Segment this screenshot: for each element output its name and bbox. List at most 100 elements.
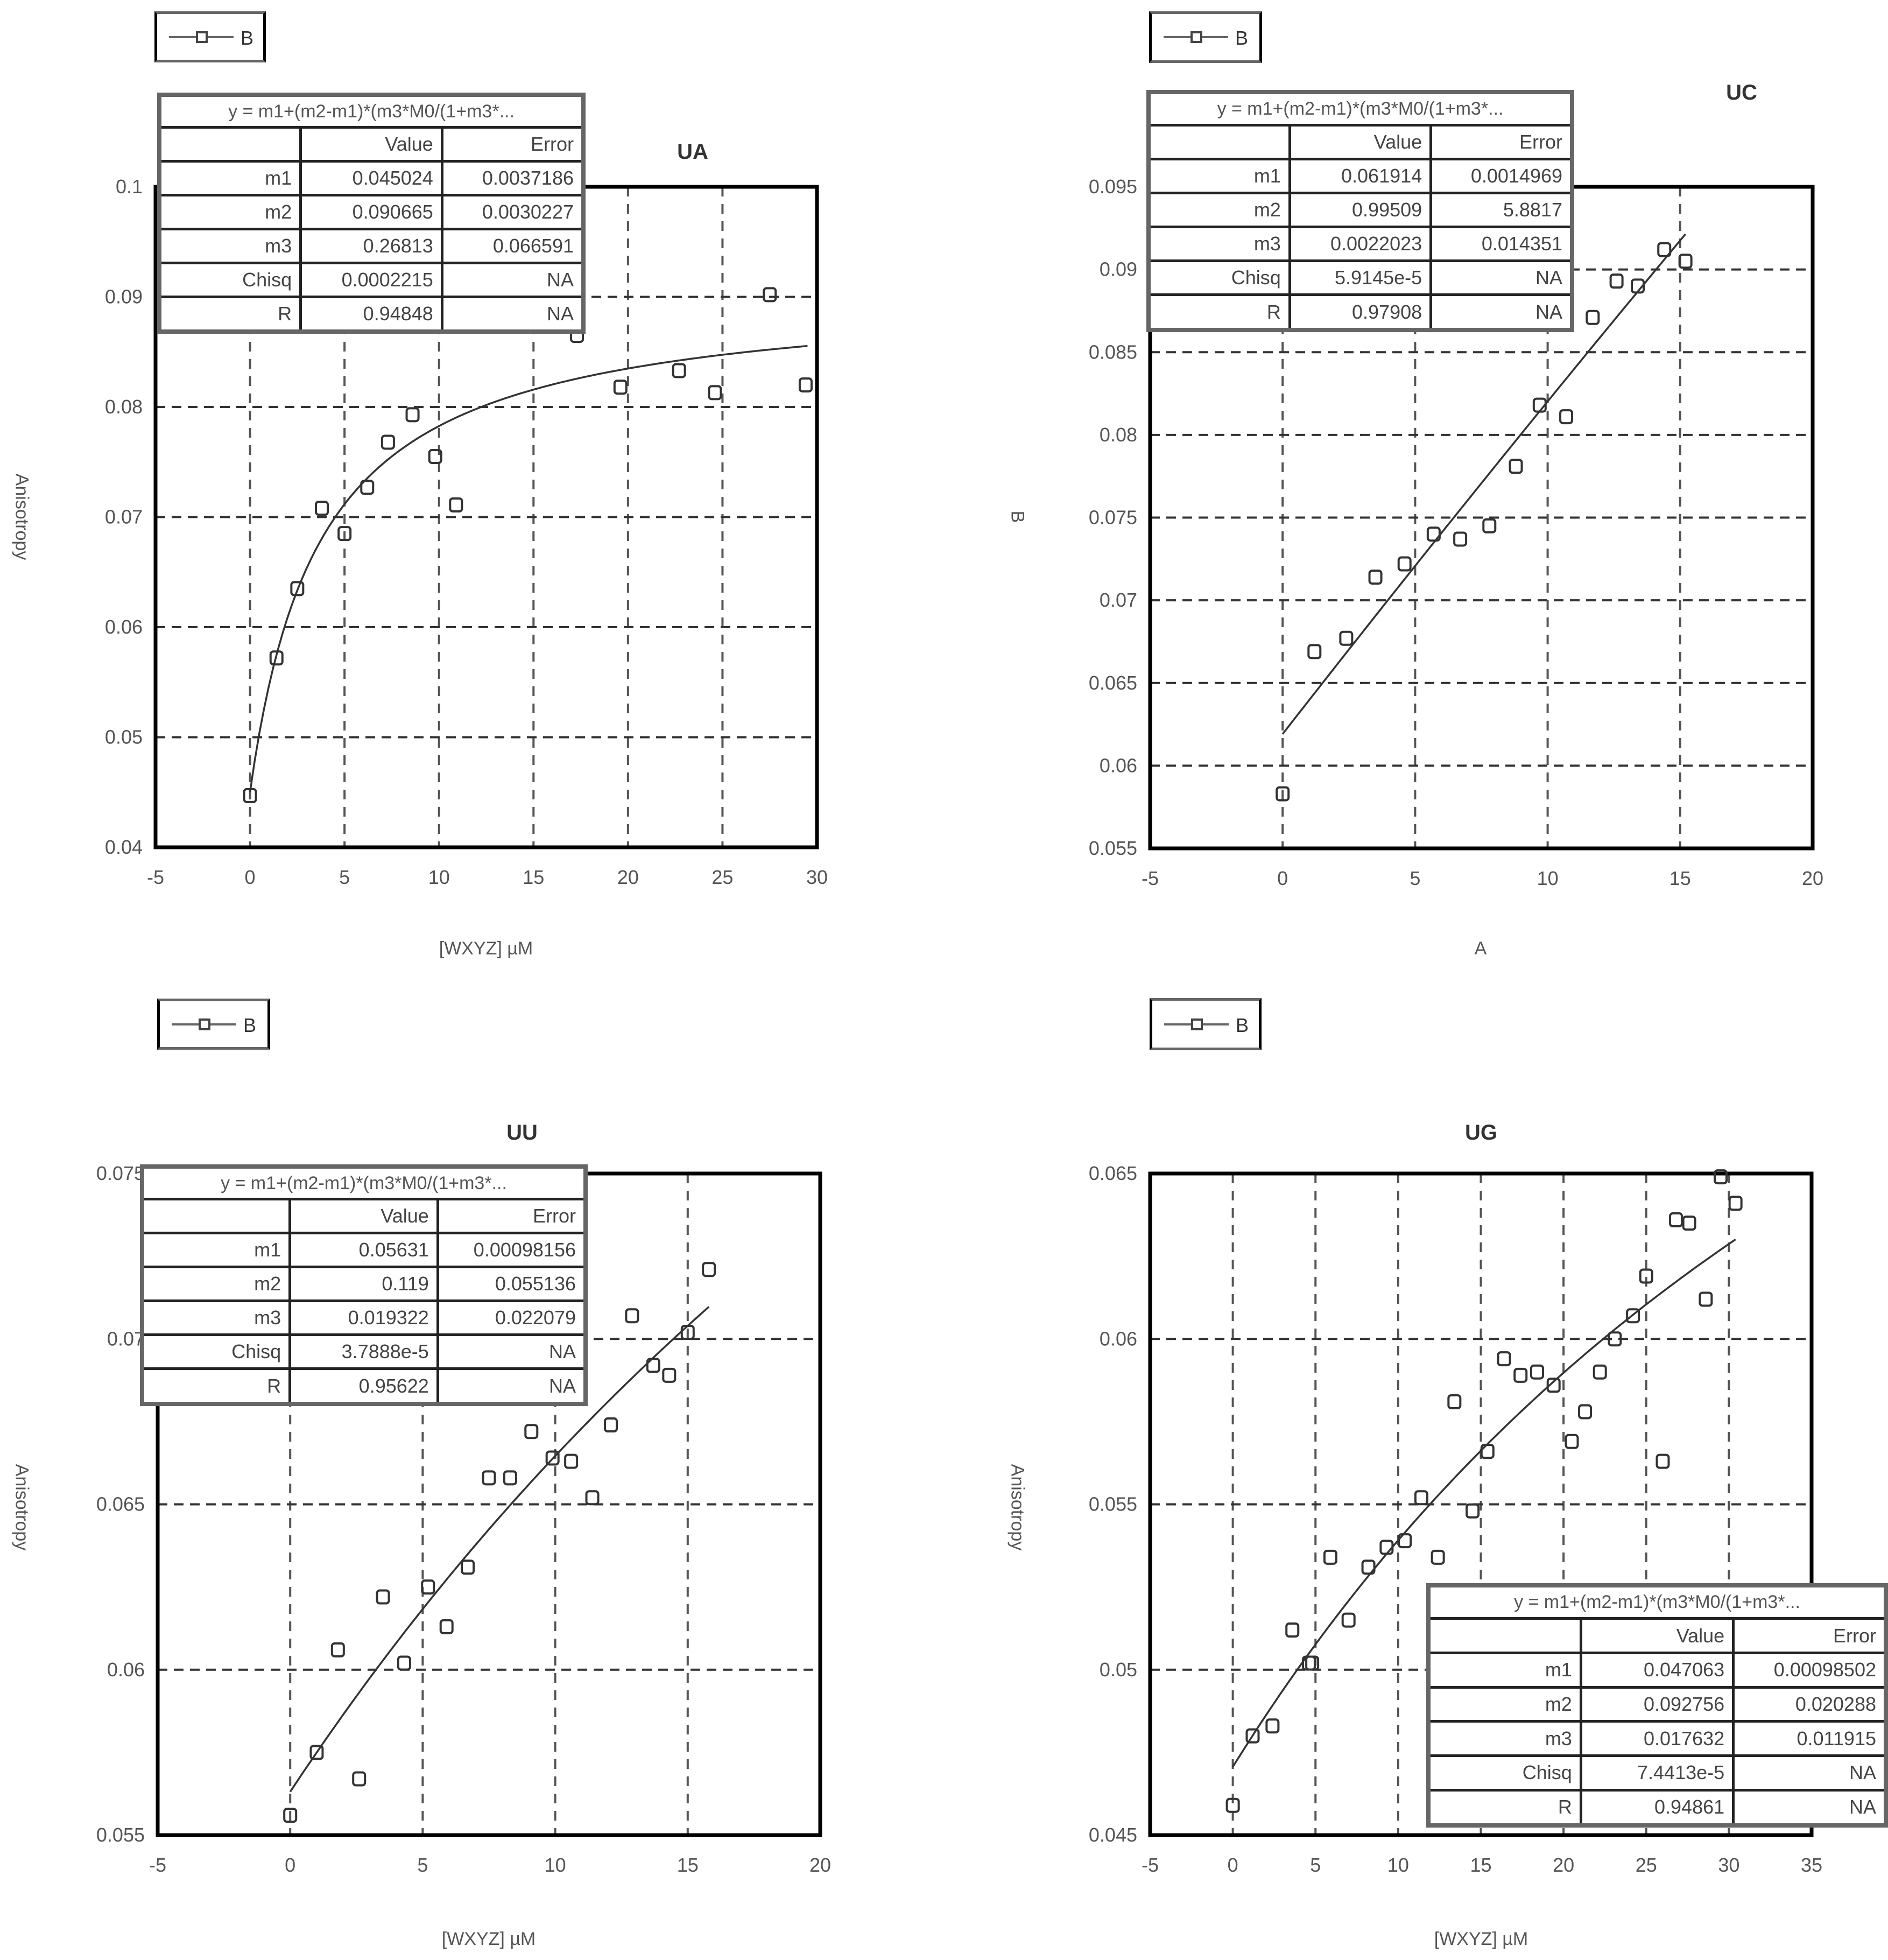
fit-curve	[249, 345, 808, 792]
data-point	[1245, 1728, 1260, 1744]
y-tick-label: 0.08	[1100, 424, 1137, 446]
table-cell: 5.8817	[1429, 191, 1574, 229]
table-row: m2 0.99509 5.8817	[1147, 191, 1574, 229]
table-cell: m2	[1147, 191, 1291, 229]
table-cell: 0.019322	[288, 1299, 439, 1337]
table-cell: R	[1427, 1788, 1582, 1827]
y-tick-label: 0.09	[105, 286, 143, 308]
table-cell: Chisq	[1427, 1754, 1582, 1792]
data-point	[330, 1642, 345, 1657]
data-point	[708, 385, 722, 401]
table-cell: m1	[1147, 157, 1291, 194]
table-cell: m2	[158, 194, 302, 230]
table-cell: 0.94861	[1579, 1788, 1735, 1827]
x-tick-label: -5	[149, 1854, 166, 1876]
data-point	[1414, 1490, 1428, 1506]
data-point	[439, 1619, 454, 1634]
data-point	[1339, 630, 1354, 646]
y-tick-label: 0.06	[107, 1659, 145, 1681]
y-tick-label: 0.07	[1100, 589, 1137, 611]
y-tick-label: 0.05	[105, 726, 143, 748]
legend-box: B	[1150, 998, 1262, 1050]
x-tick-label: 0	[245, 866, 256, 888]
plot-frame	[1148, 1171, 1814, 1837]
table-cell: R	[158, 295, 302, 333]
data-point	[672, 363, 686, 378]
x-tick-label: 5	[1310, 1854, 1321, 1876]
y-tick-label: 0.1	[116, 175, 143, 198]
data-point	[702, 1262, 716, 1277]
table-cell: m3	[140, 1299, 292, 1337]
table-row: Chisq 7.4413e-5 NA	[1427, 1754, 1887, 1792]
table-header	[1147, 123, 1291, 160]
data-point	[1466, 1503, 1480, 1519]
table-cell: NA	[440, 261, 585, 298]
plot-uu: -5 0 5 10 15 20 0.055 0.06 0.065 0.07 0.075	[96, 1162, 831, 1876]
y-tick-label: 0.08	[105, 396, 143, 418]
data-point	[337, 526, 352, 542]
x-tick-label: 15	[1669, 867, 1691, 889]
legend-label: B	[1236, 1014, 1249, 1036]
table-cell: NA	[1732, 1754, 1887, 1792]
table-cell: 0.26813	[299, 227, 443, 264]
table-cell: 0.99509	[1288, 191, 1433, 229]
table-cell: m2	[140, 1266, 292, 1303]
fit-results-table: y = m1+(m2-m1)*(m3*M0/(1+m3*... Value Erro…	[140, 1164, 588, 1406]
data-point	[564, 1453, 579, 1469]
data-point	[1578, 1404, 1593, 1420]
table-cell: 0.090665	[299, 194, 443, 230]
y-tick-label: 0.065	[96, 1493, 145, 1515]
data-point	[290, 581, 305, 596]
table-cell: 0.061914	[1288, 157, 1433, 194]
x-tick-label: 20	[1553, 1854, 1574, 1876]
x-axis-label: A	[1474, 938, 1487, 959]
data-point	[1453, 531, 1468, 547]
data-point	[1608, 1331, 1622, 1347]
data-point	[360, 480, 375, 495]
x-axis-label: [WXYZ] µM	[439, 938, 533, 959]
legend-box: B	[157, 999, 270, 1050]
chart-title: UG	[1465, 1121, 1497, 1144]
table-row: Chisq 3.7888e-5 NA	[140, 1333, 587, 1371]
data-point	[1699, 1291, 1713, 1307]
x-tick-label: 10	[1537, 867, 1559, 889]
y-tick-label: 0.04	[105, 836, 143, 858]
table-row: m3 0.0022023 0.014351	[1147, 226, 1574, 263]
y-tick-label: 0.045	[1089, 1824, 1137, 1846]
table-cell: 0.95622	[288, 1367, 439, 1406]
data-point	[482, 1470, 496, 1486]
x-tick-label: 5	[1410, 867, 1420, 889]
legend-marker-icon	[199, 1018, 210, 1030]
x-tick-label: 25	[1636, 1854, 1657, 1876]
data-point	[1276, 786, 1290, 802]
table-row: m2 0.090665 0.0030227	[158, 194, 585, 230]
x-tick-label: 10	[1387, 1854, 1409, 1876]
table-cell: 5.9145e-5	[1288, 259, 1433, 297]
table-cell: NA	[436, 1333, 587, 1371]
data-point	[1447, 1394, 1462, 1410]
data-point	[1482, 518, 1497, 533]
chart-title: UU	[506, 1121, 538, 1144]
y-axis-label: Anisotropy	[1007, 1464, 1028, 1551]
table-cell: m1	[1427, 1651, 1582, 1689]
table-header	[140, 1198, 292, 1235]
table-header: Value	[1579, 1617, 1735, 1654]
table-cell: m3	[158, 227, 302, 264]
table-cell: NA	[1429, 293, 1574, 332]
data-point	[1532, 397, 1547, 413]
table-cell: 0.00098156	[436, 1232, 587, 1269]
table-cell: NA	[440, 295, 585, 333]
data-point	[585, 1490, 600, 1506]
table-cell: 0.0014969	[1429, 157, 1574, 194]
data-point	[352, 1771, 367, 1787]
fit-results-table: y = m1+(m2-m1)*(m3*M0/(1+m3*... Value Erro…	[1426, 1583, 1888, 1828]
fit-results-table: y = m1+(m2-m1)*(m3*M0/(1+m3*... Value Erro…	[1146, 90, 1574, 332]
x-tick-label: 35	[1801, 1854, 1822, 1876]
table-row: m3 0.26813 0.066591	[158, 227, 585, 264]
chart-title: UC	[1726, 81, 1757, 104]
data-point	[1285, 1622, 1300, 1638]
y-tick-label: 0.065	[1089, 1162, 1137, 1184]
table-header	[1427, 1617, 1582, 1654]
table-row: m2 0.119 0.055136	[140, 1266, 587, 1303]
data-point	[680, 1324, 695, 1340]
